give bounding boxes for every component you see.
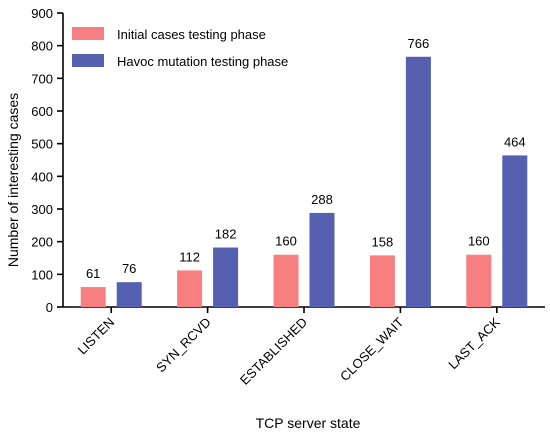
legend-label-initial: Initial cases testing phase	[117, 27, 266, 42]
bar-close-wait-series-2	[405, 56, 431, 308]
bar-syn-rcvd-series-1	[177, 270, 203, 307]
bar-value-label: 766	[408, 36, 430, 51]
bar-last-ack-series-1	[466, 254, 492, 307]
bar-value-label: 112	[179, 249, 200, 264]
value-labels: 61 76 112 182 160 288 158 766 160 464	[86, 36, 526, 281]
y-tick-label: 700	[31, 71, 53, 86]
x-tick-label: LAST_ACK	[445, 314, 503, 372]
y-tick-label: 400	[31, 169, 53, 184]
y-tick-label: 800	[31, 39, 53, 54]
bar-last-ack-series-2	[502, 155, 528, 307]
x-axis: LISTEN SYN_RCVD ESTABLISHED CLOSE_WAIT LAST_…	[63, 306, 545, 388]
x-axis-title: TCP server state	[256, 415, 361, 431]
x-tick-label: CLOSE_WAIT	[337, 314, 407, 384]
x-tick-label: ESTABLISHED	[237, 315, 310, 388]
y-tick-label: 900	[31, 6, 53, 21]
y-tick-label: 200	[31, 235, 53, 250]
y-axis-title: Number of interesting cases	[5, 93, 21, 267]
bar-established-series-2	[309, 212, 335, 307]
y-tick-label: 300	[31, 202, 53, 217]
bar-value-label: 61	[86, 266, 100, 281]
bar-value-label: 158	[372, 234, 394, 249]
x-tick-label: LISTEN	[75, 315, 118, 358]
y-tick-label: 100	[31, 267, 53, 282]
bar-value-label: 288	[311, 192, 333, 207]
legend-label-havoc: Havoc mutation testing phase	[117, 54, 288, 69]
bars	[80, 56, 528, 308]
bar-close-wait-series-1	[369, 255, 395, 307]
y-axis: 0 100 200 300 400 500 600 700 800 900	[31, 6, 64, 315]
bar-value-label: 464	[504, 134, 526, 149]
bar-value-label: 182	[215, 227, 237, 242]
bar-listen-series-2	[116, 282, 142, 307]
y-tick-label: 600	[31, 104, 53, 119]
legend: Initial cases testing phase Havoc mutati…	[72, 27, 288, 69]
x-tick-label: SYN_RCVD	[153, 315, 214, 376]
bar-syn-rcvd-series-2	[213, 247, 239, 307]
legend-swatch-initial	[72, 27, 104, 40]
y-tick-label: 0	[46, 300, 53, 315]
bar-established-series-1	[273, 254, 299, 307]
y-tick-label: 500	[31, 137, 53, 152]
bar-listen-series-1	[80, 287, 106, 307]
bar-value-label: 76	[122, 261, 136, 276]
bar-value-label: 160	[275, 234, 297, 249]
legend-swatch-havoc	[72, 54, 104, 67]
bar-value-label: 160	[468, 234, 490, 249]
